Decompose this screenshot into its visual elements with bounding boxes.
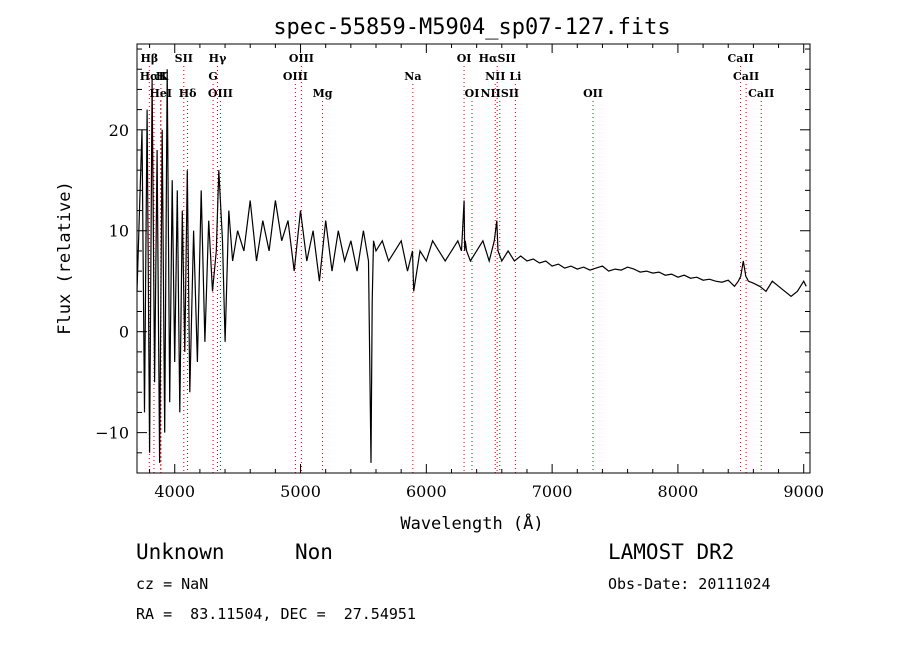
spectrum-line: [136, 69, 807, 463]
line-marker-label: NII: [485, 70, 505, 83]
line-marker-label: OIII: [208, 87, 233, 100]
y-tick-label: 20: [109, 121, 129, 140]
y-tick-label: −10: [95, 424, 129, 443]
x-tick-label: 4000: [154, 482, 195, 501]
x-tick-label: 8000: [658, 482, 699, 501]
line-marker-label: OI: [465, 87, 480, 100]
line-marker-label: H: [156, 70, 166, 83]
line-marker-label: NIISII: [480, 87, 519, 100]
line-marker-label: OI: [457, 52, 472, 65]
redshift-value: cz = NaN: [136, 575, 209, 593]
axis-ticks: 4000 5000 6000 7000 8000 9000 −10 0 10 20: [95, 44, 824, 501]
line-marker-label: CaII: [733, 70, 759, 83]
coordinates: RA = 83.11504, DEC = 27.54951: [136, 605, 416, 623]
line-marker-label: OII: [583, 87, 603, 100]
line-marker-label: Hβ: [140, 52, 158, 65]
observation-date: Obs-Date: 20111024: [608, 575, 771, 593]
line-marker-label: CaII: [727, 52, 753, 65]
survey-name: LAMOST DR2: [608, 540, 735, 564]
line-marker-label: HαSII: [479, 52, 516, 65]
line-marker-label: G: [208, 70, 217, 83]
chart-title: spec-55859-M5904_sp07-127.fits: [273, 15, 670, 40]
line-marker-label: CaII: [748, 87, 774, 100]
line-marker-label: Mg: [313, 87, 333, 100]
line-marker-label: HeI: [150, 87, 173, 100]
line-marker-label: Hγ: [209, 52, 227, 65]
line-marker-label: SII: [175, 52, 193, 65]
y-tick-label: 10: [109, 222, 129, 241]
plot-frame: [136, 43, 811, 474]
y-axis-label: Flux (relative): [55, 181, 75, 335]
object-subclass: Non: [295, 540, 333, 564]
x-tick-label: 6000: [406, 482, 447, 501]
line-marker-label: OIII: [289, 52, 314, 65]
x-tick-label: 9000: [783, 482, 824, 501]
line-marker-label: OIII: [283, 70, 308, 83]
line-marker-label: Hδ: [179, 87, 197, 100]
line-marker-label: Li: [509, 70, 521, 83]
y-tick-label: 0: [119, 323, 129, 342]
x-tick-label: 5000: [280, 482, 321, 501]
object-class: Unknown: [136, 540, 225, 564]
line-marker-label: Na: [404, 70, 421, 83]
line-marker-label: HαK: [140, 70, 169, 83]
x-tick-label: 7000: [532, 482, 573, 501]
x-axis-label: Wavelength (Å): [400, 512, 543, 534]
